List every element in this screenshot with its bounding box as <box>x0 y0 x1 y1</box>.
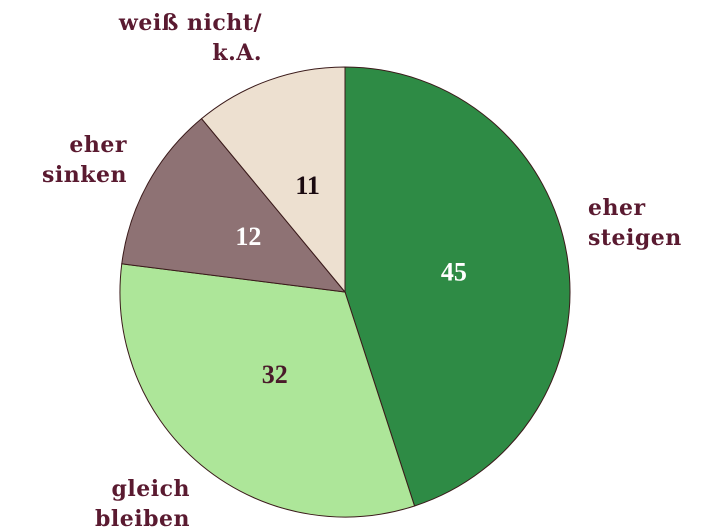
category-label: gleich bleiben <box>95 476 190 532</box>
category-label: weiß nicht/ k.A. <box>118 10 262 66</box>
pie-slice <box>200 66 346 294</box>
category-label: eher sinken <box>42 132 127 188</box>
value-label: 32 <box>262 360 288 389</box>
category-label: eher steigen <box>588 195 682 251</box>
pie-slice <box>344 66 571 507</box>
value-label: 45 <box>441 258 467 287</box>
pie-slice <box>119 263 416 518</box>
pie-slice <box>121 117 347 293</box>
value-label: 12 <box>235 222 261 251</box>
value-label: 11 <box>295 171 320 200</box>
